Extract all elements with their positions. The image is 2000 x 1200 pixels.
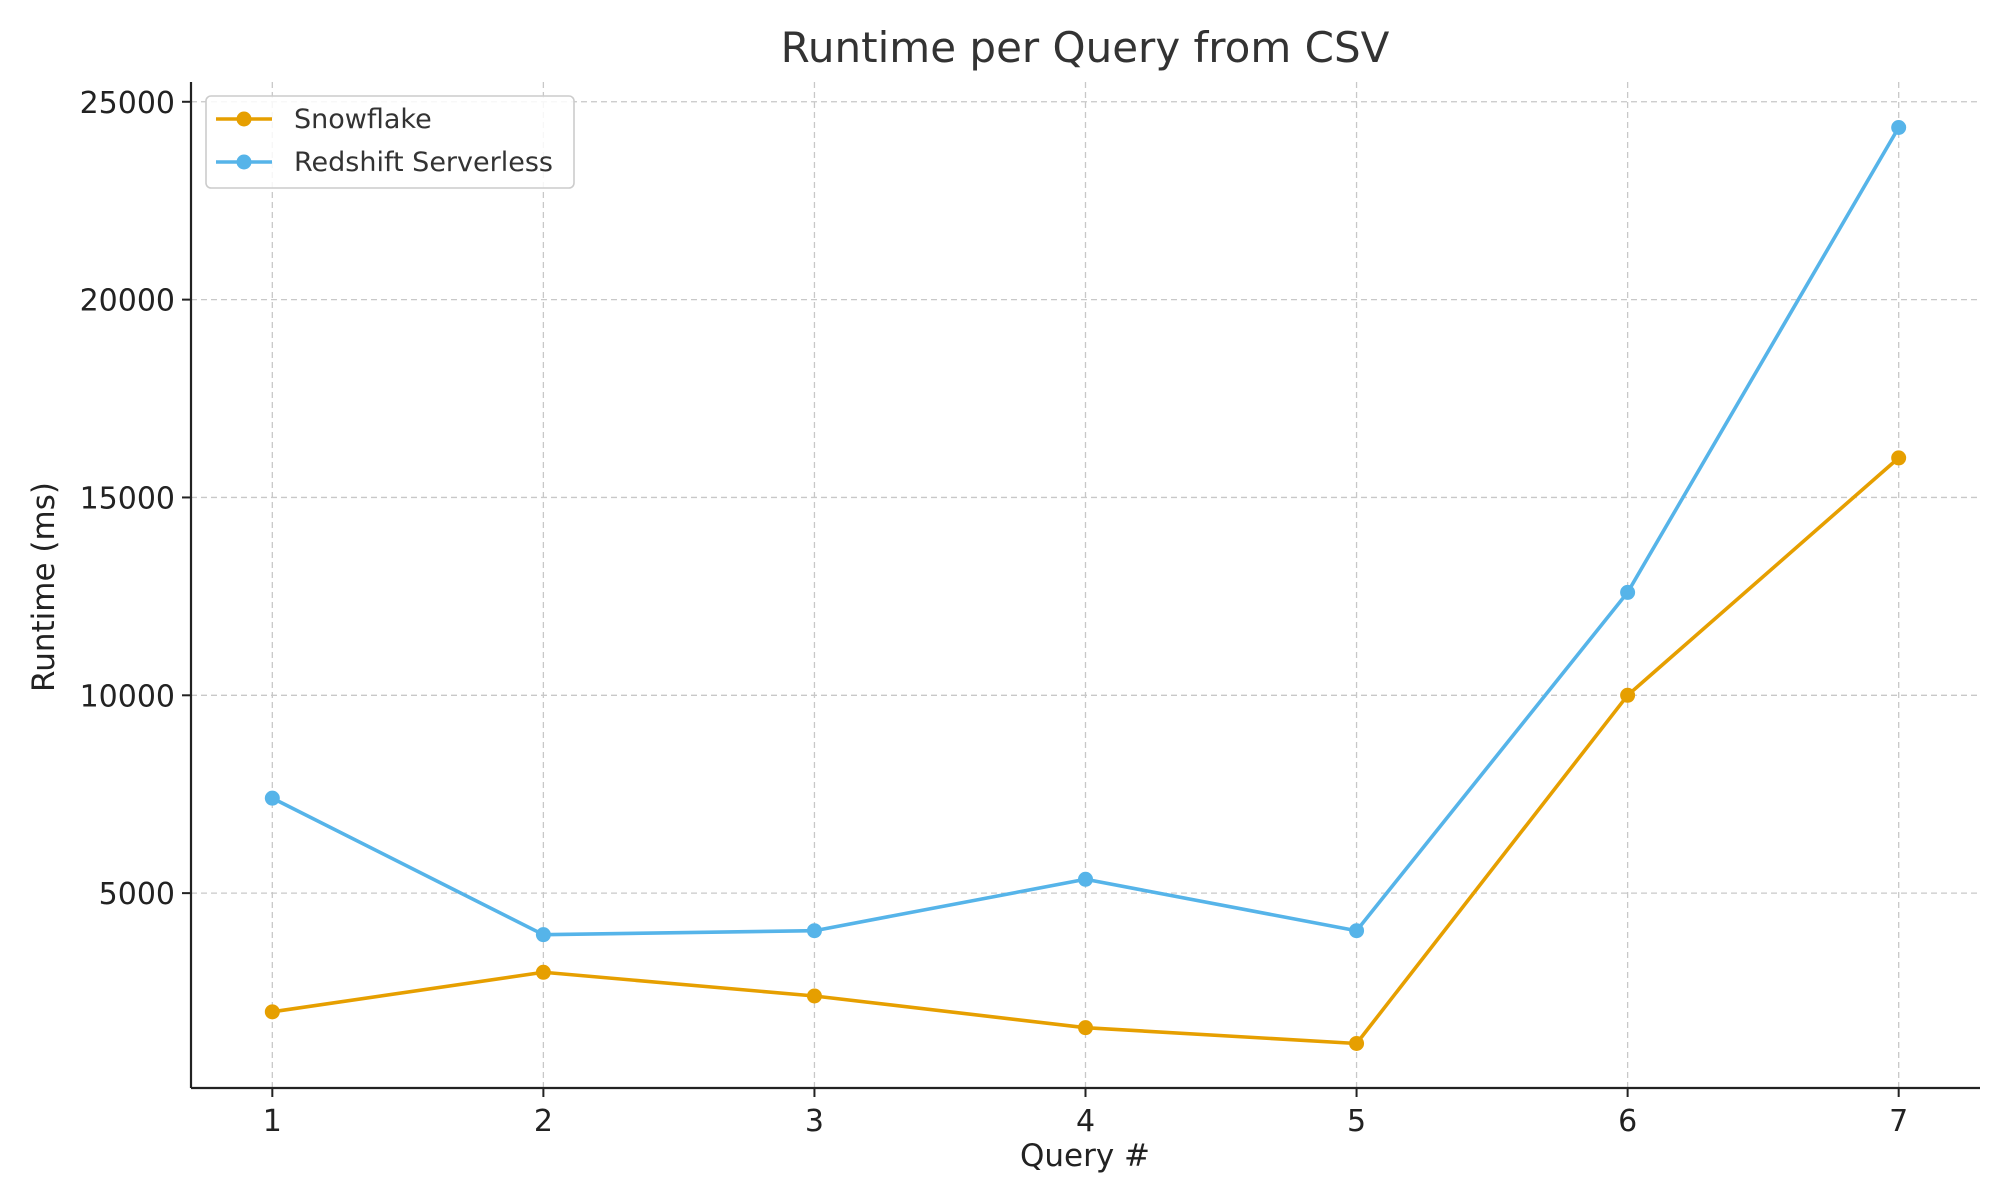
legend-label: Snowflake: [294, 104, 432, 135]
data-point: [1078, 1020, 1093, 1036]
y-tick-label: 5000: [99, 877, 175, 912]
chart-title: Runtime per Query from CSV: [781, 23, 1390, 72]
y-axis-label: Runtime (ms): [26, 482, 62, 692]
series-redshift-serverless: [264, 120, 1907, 943]
legend-box: [205, 95, 575, 189]
x-tick-label: 2: [534, 1104, 553, 1139]
legend-label: Redshift Serverless: [294, 147, 553, 178]
data-point: [535, 927, 551, 943]
data-point: [806, 923, 822, 939]
data-point: [1620, 687, 1636, 703]
legend-item: Snowflake: [216, 104, 432, 135]
x-tick-label: 7: [1889, 1104, 1908, 1139]
legend: Snowflake Redshift Serverless: [205, 95, 575, 189]
data-point: [1078, 871, 1093, 887]
series-snowflake: [264, 450, 1907, 1051]
y-tick-label: 15000: [80, 481, 175, 516]
legend-marker: [236, 154, 252, 170]
x-tick-label: 5: [1347, 1104, 1366, 1139]
grid: [191, 82, 1980, 1088]
x-tick-label: 1: [263, 1104, 282, 1139]
data-point: [1349, 1035, 1365, 1051]
y-tick-label: 10000: [80, 679, 175, 714]
data-point: [264, 790, 280, 806]
x-axis-label: Query #: [1020, 1138, 1150, 1174]
data-point: [1891, 450, 1907, 466]
data-point: [1891, 120, 1907, 136]
axes: 1 2 3 4 5 6 7 5000 10000 15000 20000 25000: [80, 82, 1980, 1139]
x-tick-label: 3: [805, 1104, 824, 1139]
legend-marker: [236, 111, 252, 127]
data-point: [535, 964, 551, 980]
data-point: [264, 1004, 280, 1020]
x-tick-label: 4: [1076, 1104, 1095, 1139]
series-layer: [264, 120, 1907, 1051]
data-point: [806, 988, 822, 1004]
y-tick-label: 20000: [80, 284, 175, 319]
y-tick-label: 25000: [80, 86, 175, 121]
x-tick-label: 6: [1618, 1104, 1637, 1139]
data-point: [1349, 923, 1365, 939]
legend-item: Redshift Serverless: [216, 147, 553, 178]
data-point: [1620, 584, 1636, 600]
